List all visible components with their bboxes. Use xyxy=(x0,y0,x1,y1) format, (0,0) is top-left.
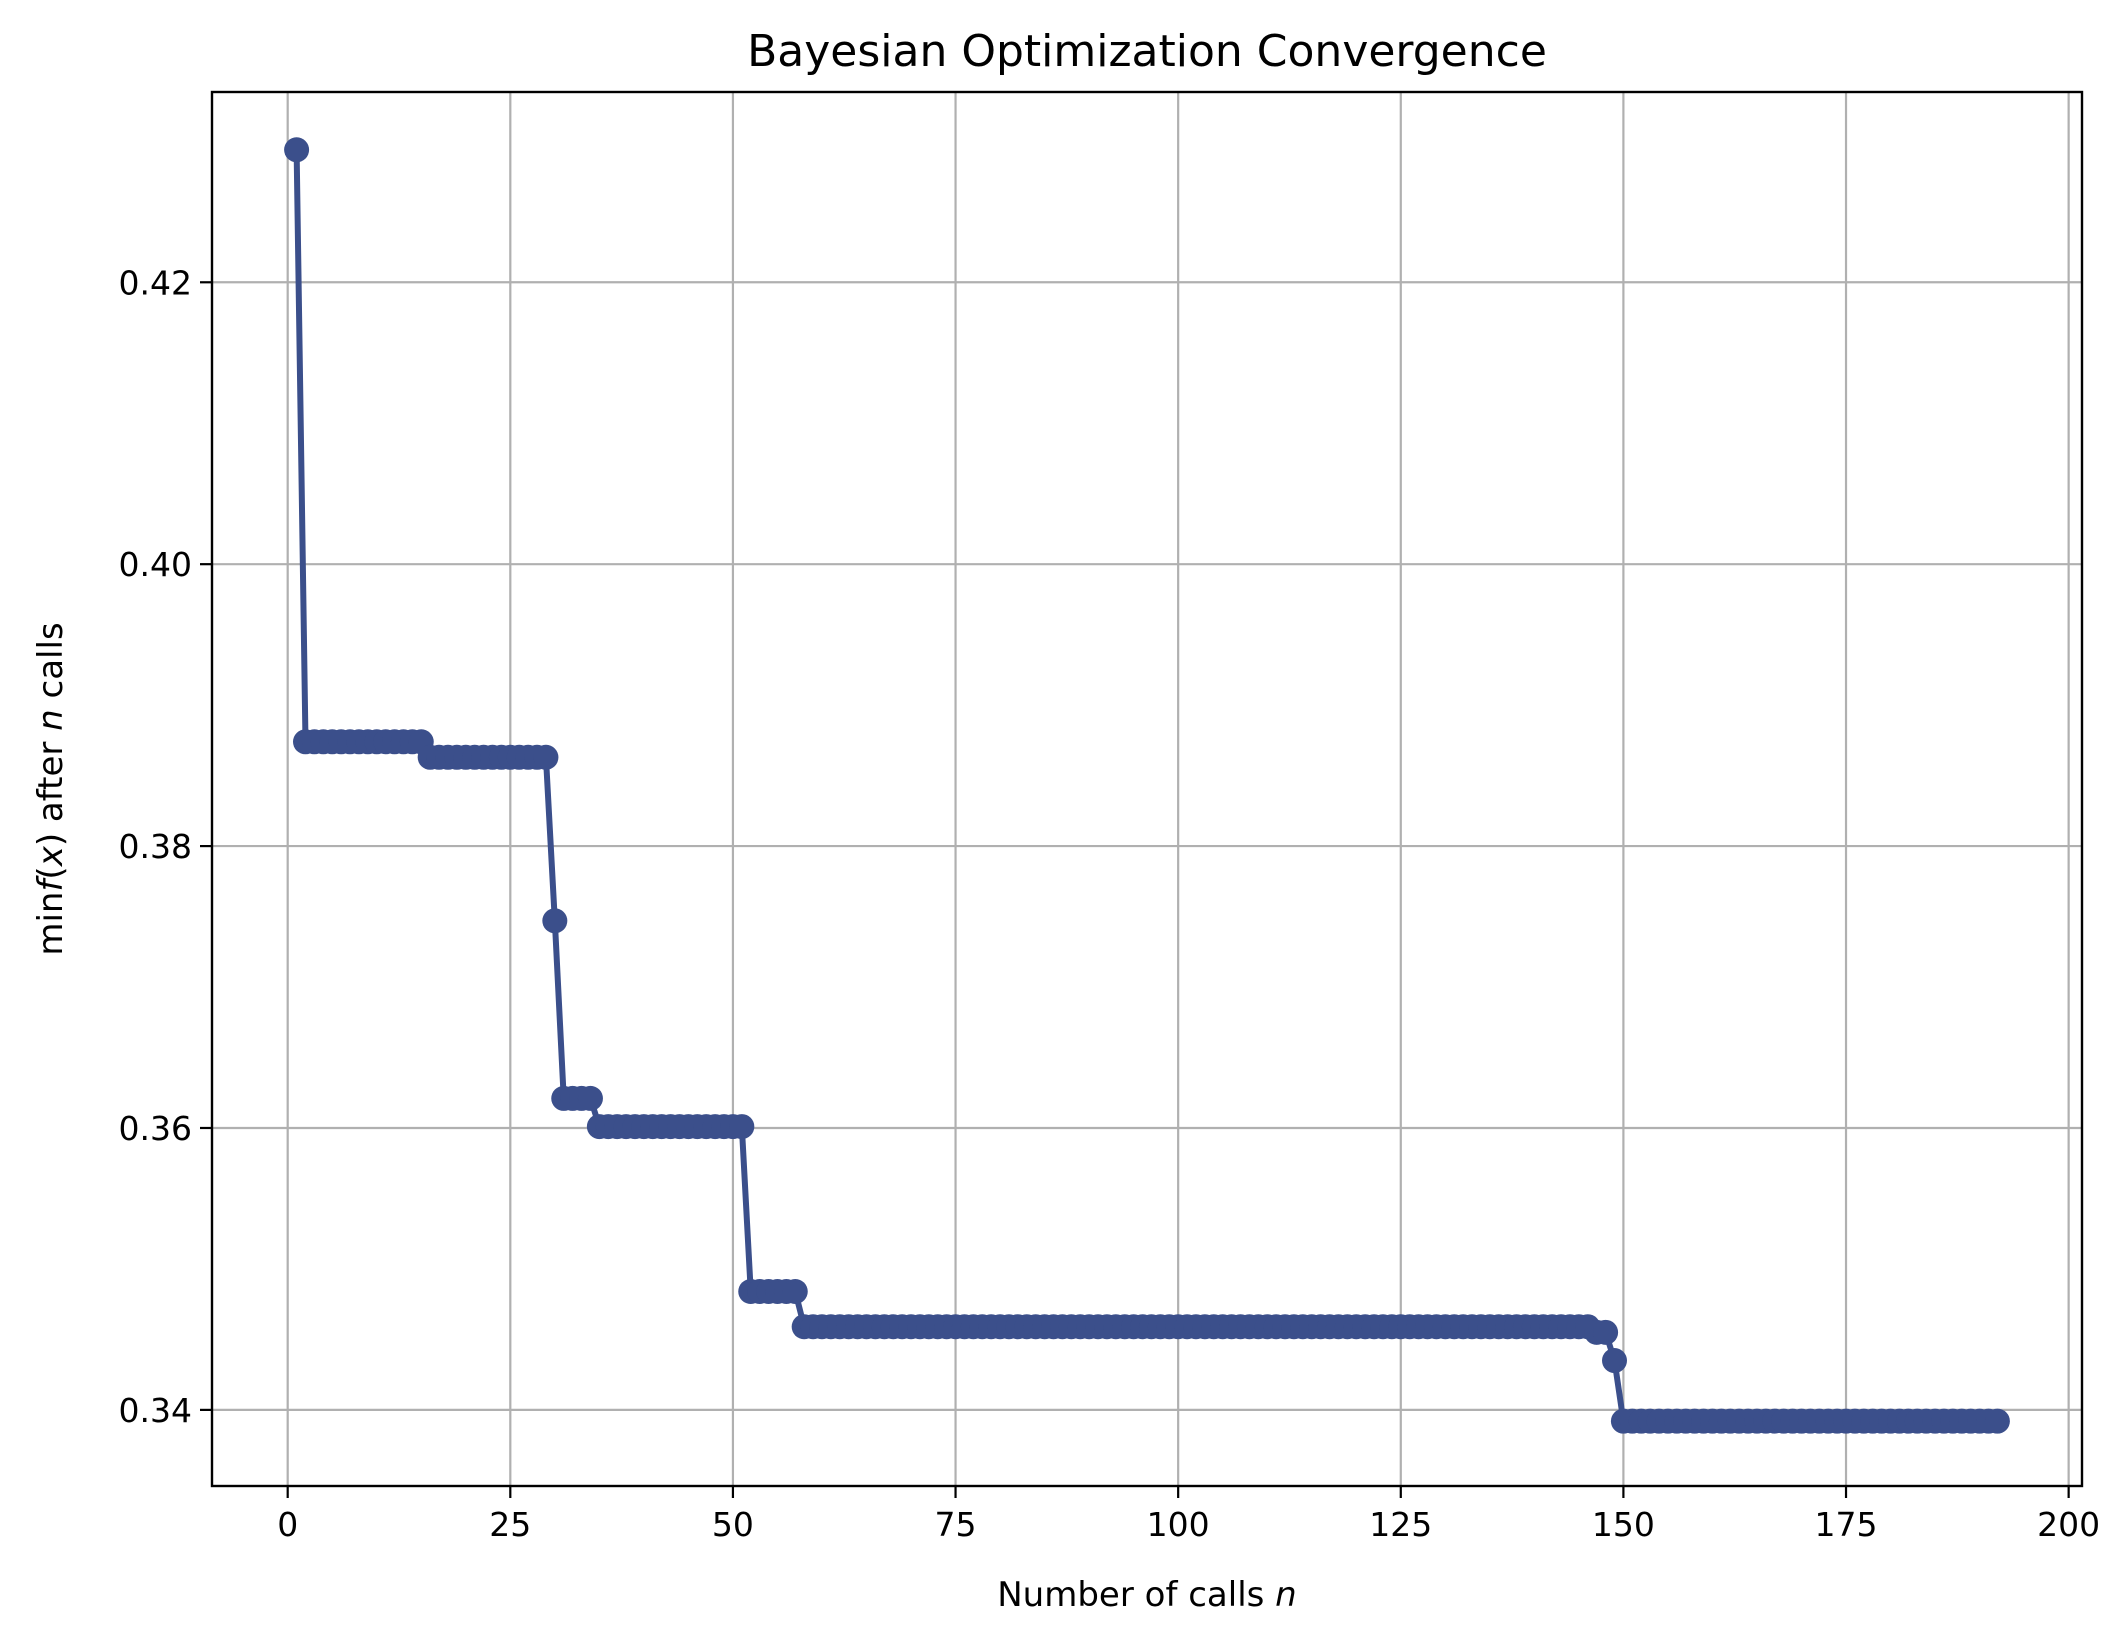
x-axis-label: Number of calls n xyxy=(997,1575,1296,1615)
x-tick-label: 75 xyxy=(935,1505,977,1544)
y-tick-label: 0.34 xyxy=(119,1391,192,1430)
x-axis-ticks: 0 25 50 75 100 125 150 175 200 xyxy=(277,1486,2100,1544)
x-tick-label: 125 xyxy=(1369,1505,1432,1544)
data-point xyxy=(782,1278,808,1304)
x-tick-label: 150 xyxy=(1592,1505,1655,1544)
series-line-layer xyxy=(293,146,2001,1425)
data-point xyxy=(542,908,568,934)
x-tick-label: 100 xyxy=(1147,1505,1210,1544)
grid-lines xyxy=(212,92,2082,1486)
data-point xyxy=(1602,1348,1627,1374)
y-tick-label: 0.40 xyxy=(119,545,192,584)
data-point xyxy=(284,137,310,163)
x-tick-label: 0 xyxy=(277,1505,298,1544)
x-tick-label: 175 xyxy=(1815,1505,1878,1544)
y-tick-label: 0.38 xyxy=(119,827,192,866)
data-point xyxy=(533,744,559,770)
data-point xyxy=(1984,1408,2010,1434)
y-tick-label: 0.42 xyxy=(119,263,192,302)
plot-frame xyxy=(210,90,2084,1488)
data-point xyxy=(729,1114,755,1140)
x-tick-label: 50 xyxy=(712,1505,754,1544)
x-tick-label: 200 xyxy=(2037,1505,2100,1544)
data-point xyxy=(1593,1319,1619,1345)
data-point xyxy=(577,1085,603,1111)
data-points-layer xyxy=(284,137,2010,1434)
chart-title: Bayesian Optimization Convergence xyxy=(747,26,1547,77)
y-tick-label: 0.36 xyxy=(119,1109,192,1148)
series-line xyxy=(293,146,2001,1425)
x-tick-label: 25 xyxy=(489,1505,531,1544)
y-axis-label: minf(x) after n calls xyxy=(31,622,71,955)
y-axis-ticks: 0.34 0.36 0.38 0.40 0.42 xyxy=(119,263,212,1430)
